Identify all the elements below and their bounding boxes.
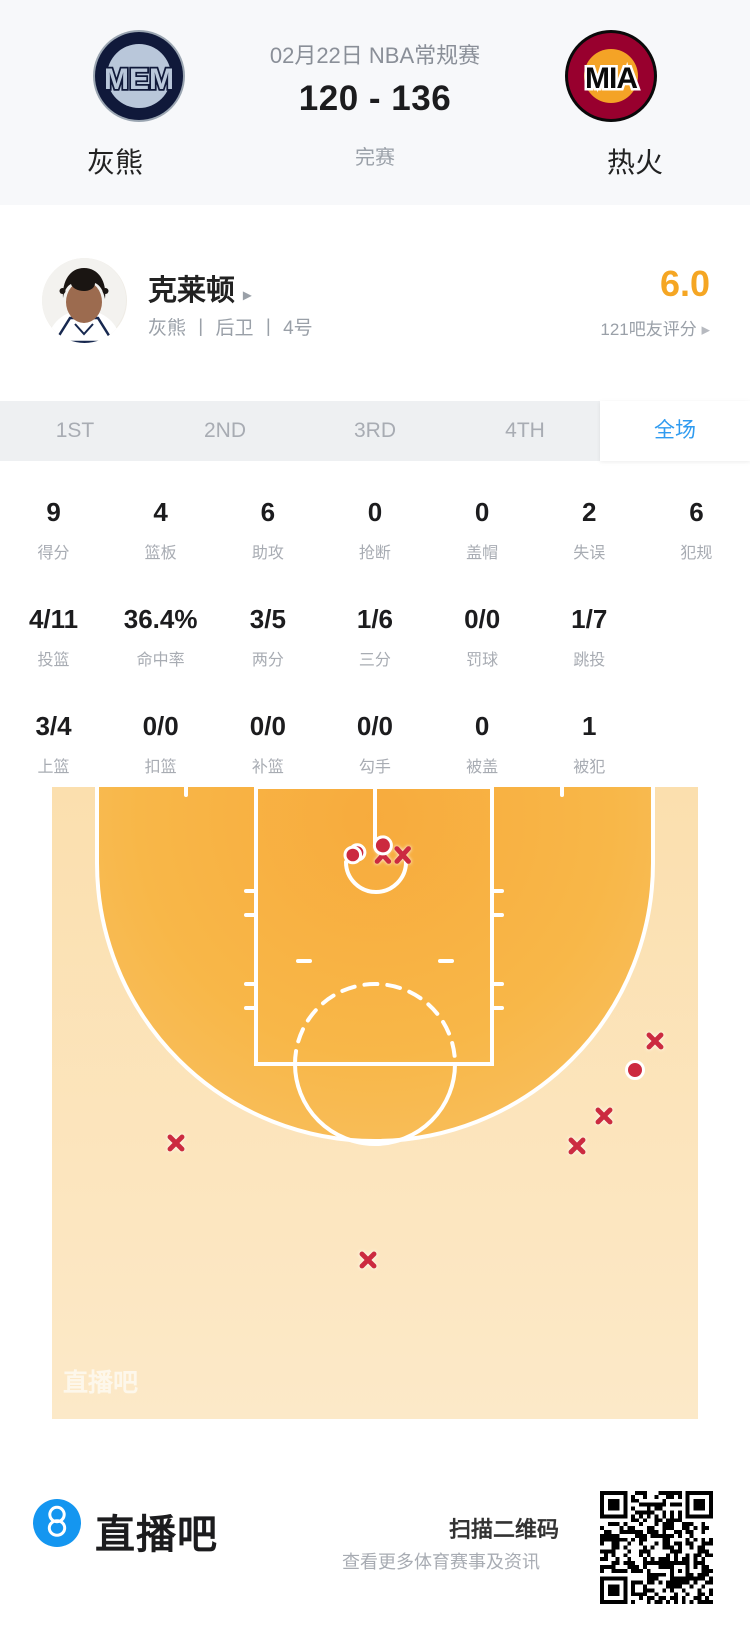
svg-text:直播吧: 直播吧 [63, 1369, 138, 1397]
